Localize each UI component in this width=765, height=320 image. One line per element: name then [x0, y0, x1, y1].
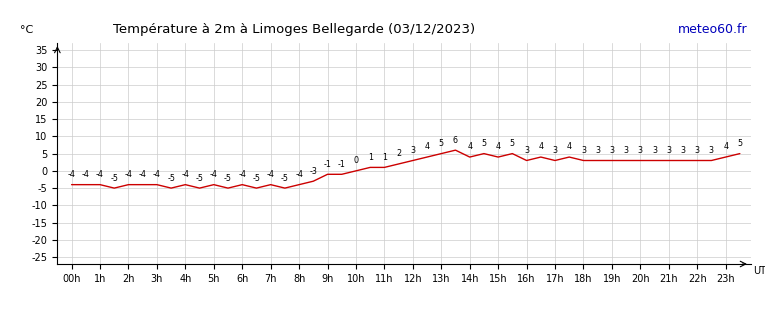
Text: 3: 3	[652, 146, 657, 155]
Text: 3: 3	[695, 146, 700, 155]
Text: 5: 5	[438, 139, 444, 148]
Text: -4: -4	[82, 170, 90, 179]
Text: meteo60.fr: meteo60.fr	[678, 23, 747, 36]
Text: 1: 1	[368, 153, 373, 162]
Text: 3: 3	[410, 146, 415, 155]
Text: -4: -4	[67, 170, 76, 179]
Text: 3: 3	[666, 146, 671, 155]
Text: 5: 5	[737, 139, 742, 148]
Text: -1: -1	[324, 160, 331, 169]
Text: -4: -4	[210, 170, 218, 179]
Text: 3: 3	[524, 146, 529, 155]
Text: UTC: UTC	[754, 266, 765, 276]
Text: -3: -3	[309, 167, 317, 176]
Text: -4: -4	[267, 170, 275, 179]
Text: 5: 5	[481, 139, 487, 148]
Text: 3: 3	[638, 146, 643, 155]
Text: 6: 6	[453, 136, 458, 145]
Text: 4: 4	[467, 142, 472, 151]
Text: -4: -4	[295, 170, 303, 179]
Text: 4: 4	[496, 142, 500, 151]
Text: 4: 4	[539, 142, 543, 151]
Text: -5: -5	[224, 173, 232, 182]
Text: -1: -1	[338, 160, 346, 169]
Text: 1: 1	[382, 153, 387, 162]
Text: 3: 3	[595, 146, 601, 155]
Text: 4: 4	[425, 142, 430, 151]
Text: -5: -5	[281, 173, 289, 182]
Text: -4: -4	[181, 170, 189, 179]
Text: 3: 3	[709, 146, 714, 155]
Text: -5: -5	[110, 173, 119, 182]
Text: °C: °C	[20, 25, 33, 35]
Text: -4: -4	[96, 170, 104, 179]
Text: 5: 5	[509, 139, 515, 148]
Text: 3: 3	[610, 146, 614, 155]
Text: 2: 2	[396, 149, 401, 158]
Text: -5: -5	[196, 173, 203, 182]
Text: -4: -4	[138, 170, 147, 179]
Text: 4: 4	[567, 142, 571, 151]
Text: -5: -5	[167, 173, 175, 182]
Text: 3: 3	[681, 146, 685, 155]
Text: -4: -4	[238, 170, 246, 179]
Text: 0: 0	[353, 156, 359, 165]
Text: -4: -4	[153, 170, 161, 179]
Text: Température à 2m à Limoges Bellegarde (03/12/2023): Température à 2m à Limoges Bellegarde (0…	[113, 23, 475, 36]
Text: 3: 3	[581, 146, 586, 155]
Text: 3: 3	[552, 146, 558, 155]
Text: 3: 3	[623, 146, 629, 155]
Text: 4: 4	[723, 142, 728, 151]
Text: -4: -4	[125, 170, 132, 179]
Text: -5: -5	[252, 173, 260, 182]
